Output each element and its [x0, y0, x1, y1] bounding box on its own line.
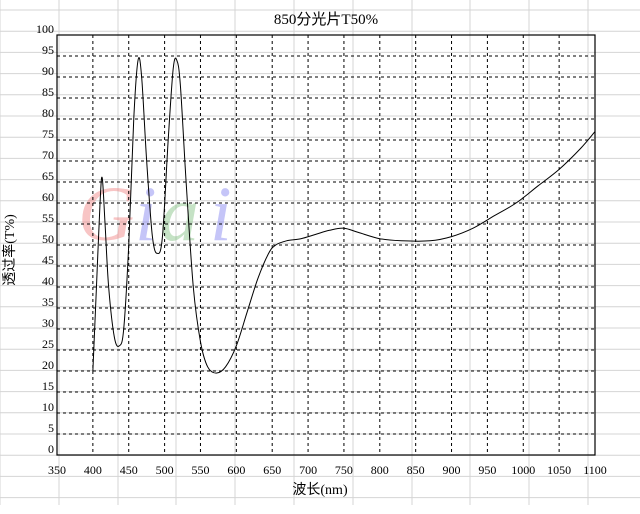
y-tick-label: 60 [42, 190, 54, 204]
y-tick-label: 5 [48, 421, 54, 435]
y-tick-label: 55 [42, 211, 54, 225]
y-tick-label: 100 [36, 22, 54, 36]
y-tick-label: 95 [42, 43, 54, 57]
watermark-logo: G i a i [78, 170, 232, 257]
plot-gridlines [57, 35, 595, 455]
y-tick-label: 15 [42, 379, 54, 393]
x-tick-label: 750 [335, 463, 353, 477]
y-tick-label: 90 [42, 64, 54, 78]
y-tick-label: 40 [42, 274, 54, 288]
y-tick-label: 50 [42, 232, 54, 246]
y-tick-label: 25 [42, 337, 54, 351]
x-tick-label: 700 [299, 463, 317, 477]
x-tick-label: 600 [227, 463, 245, 477]
chart-title: 850分光片T50% [274, 11, 378, 28]
x-tick-label: 550 [191, 463, 209, 477]
y-tick-label: 65 [42, 169, 54, 183]
y-tick-label: 45 [42, 253, 54, 267]
y-tick-label: 80 [42, 106, 54, 120]
y-tick-label: 35 [42, 295, 54, 309]
y-tick-label: 70 [42, 148, 54, 162]
y-tick-label: 0 [48, 442, 54, 456]
watermark-letter: i [210, 170, 232, 257]
y-tick-label: 75 [42, 127, 54, 141]
x-tick-label: 900 [443, 463, 461, 477]
watermark-letter: i [135, 170, 157, 257]
x-tick-label: 450 [120, 463, 138, 477]
watermark-letter: a [160, 170, 199, 257]
x-tick-label: 400 [84, 463, 102, 477]
x-tick-label: 950 [478, 463, 496, 477]
y-tick-label: 30 [42, 316, 54, 330]
x-axis-label: 波长(nm) [292, 482, 348, 498]
x-tick-label: 350 [48, 463, 66, 477]
plot-frame [56, 34, 596, 456]
x-tick-label: 800 [371, 463, 389, 477]
x-tick-label: 1050 [547, 463, 571, 477]
series-line-transmission [92, 57, 596, 374]
x-axis-ticks: 350 400 450 500 550 600 650 700 750 800 850 900 950 1… [48, 463, 607, 477]
y-tick-label: 10 [42, 400, 54, 414]
y-tick-label: 85 [42, 85, 54, 99]
y-axis-label: 透过率(T%) [1, 214, 18, 286]
y-axis-ticks: 0 5 10 15 20 25 30 35 40 45 50 55 60 65 70 75 80 85 90 95 10… [36, 22, 54, 456]
x-tick-label: 1000 [511, 463, 535, 477]
y-tick-label: 20 [42, 358, 54, 372]
x-tick-label: 500 [156, 463, 174, 477]
x-tick-label: 650 [263, 463, 281, 477]
x-tick-label: 1100 [583, 463, 607, 477]
x-tick-label: 850 [407, 463, 425, 477]
